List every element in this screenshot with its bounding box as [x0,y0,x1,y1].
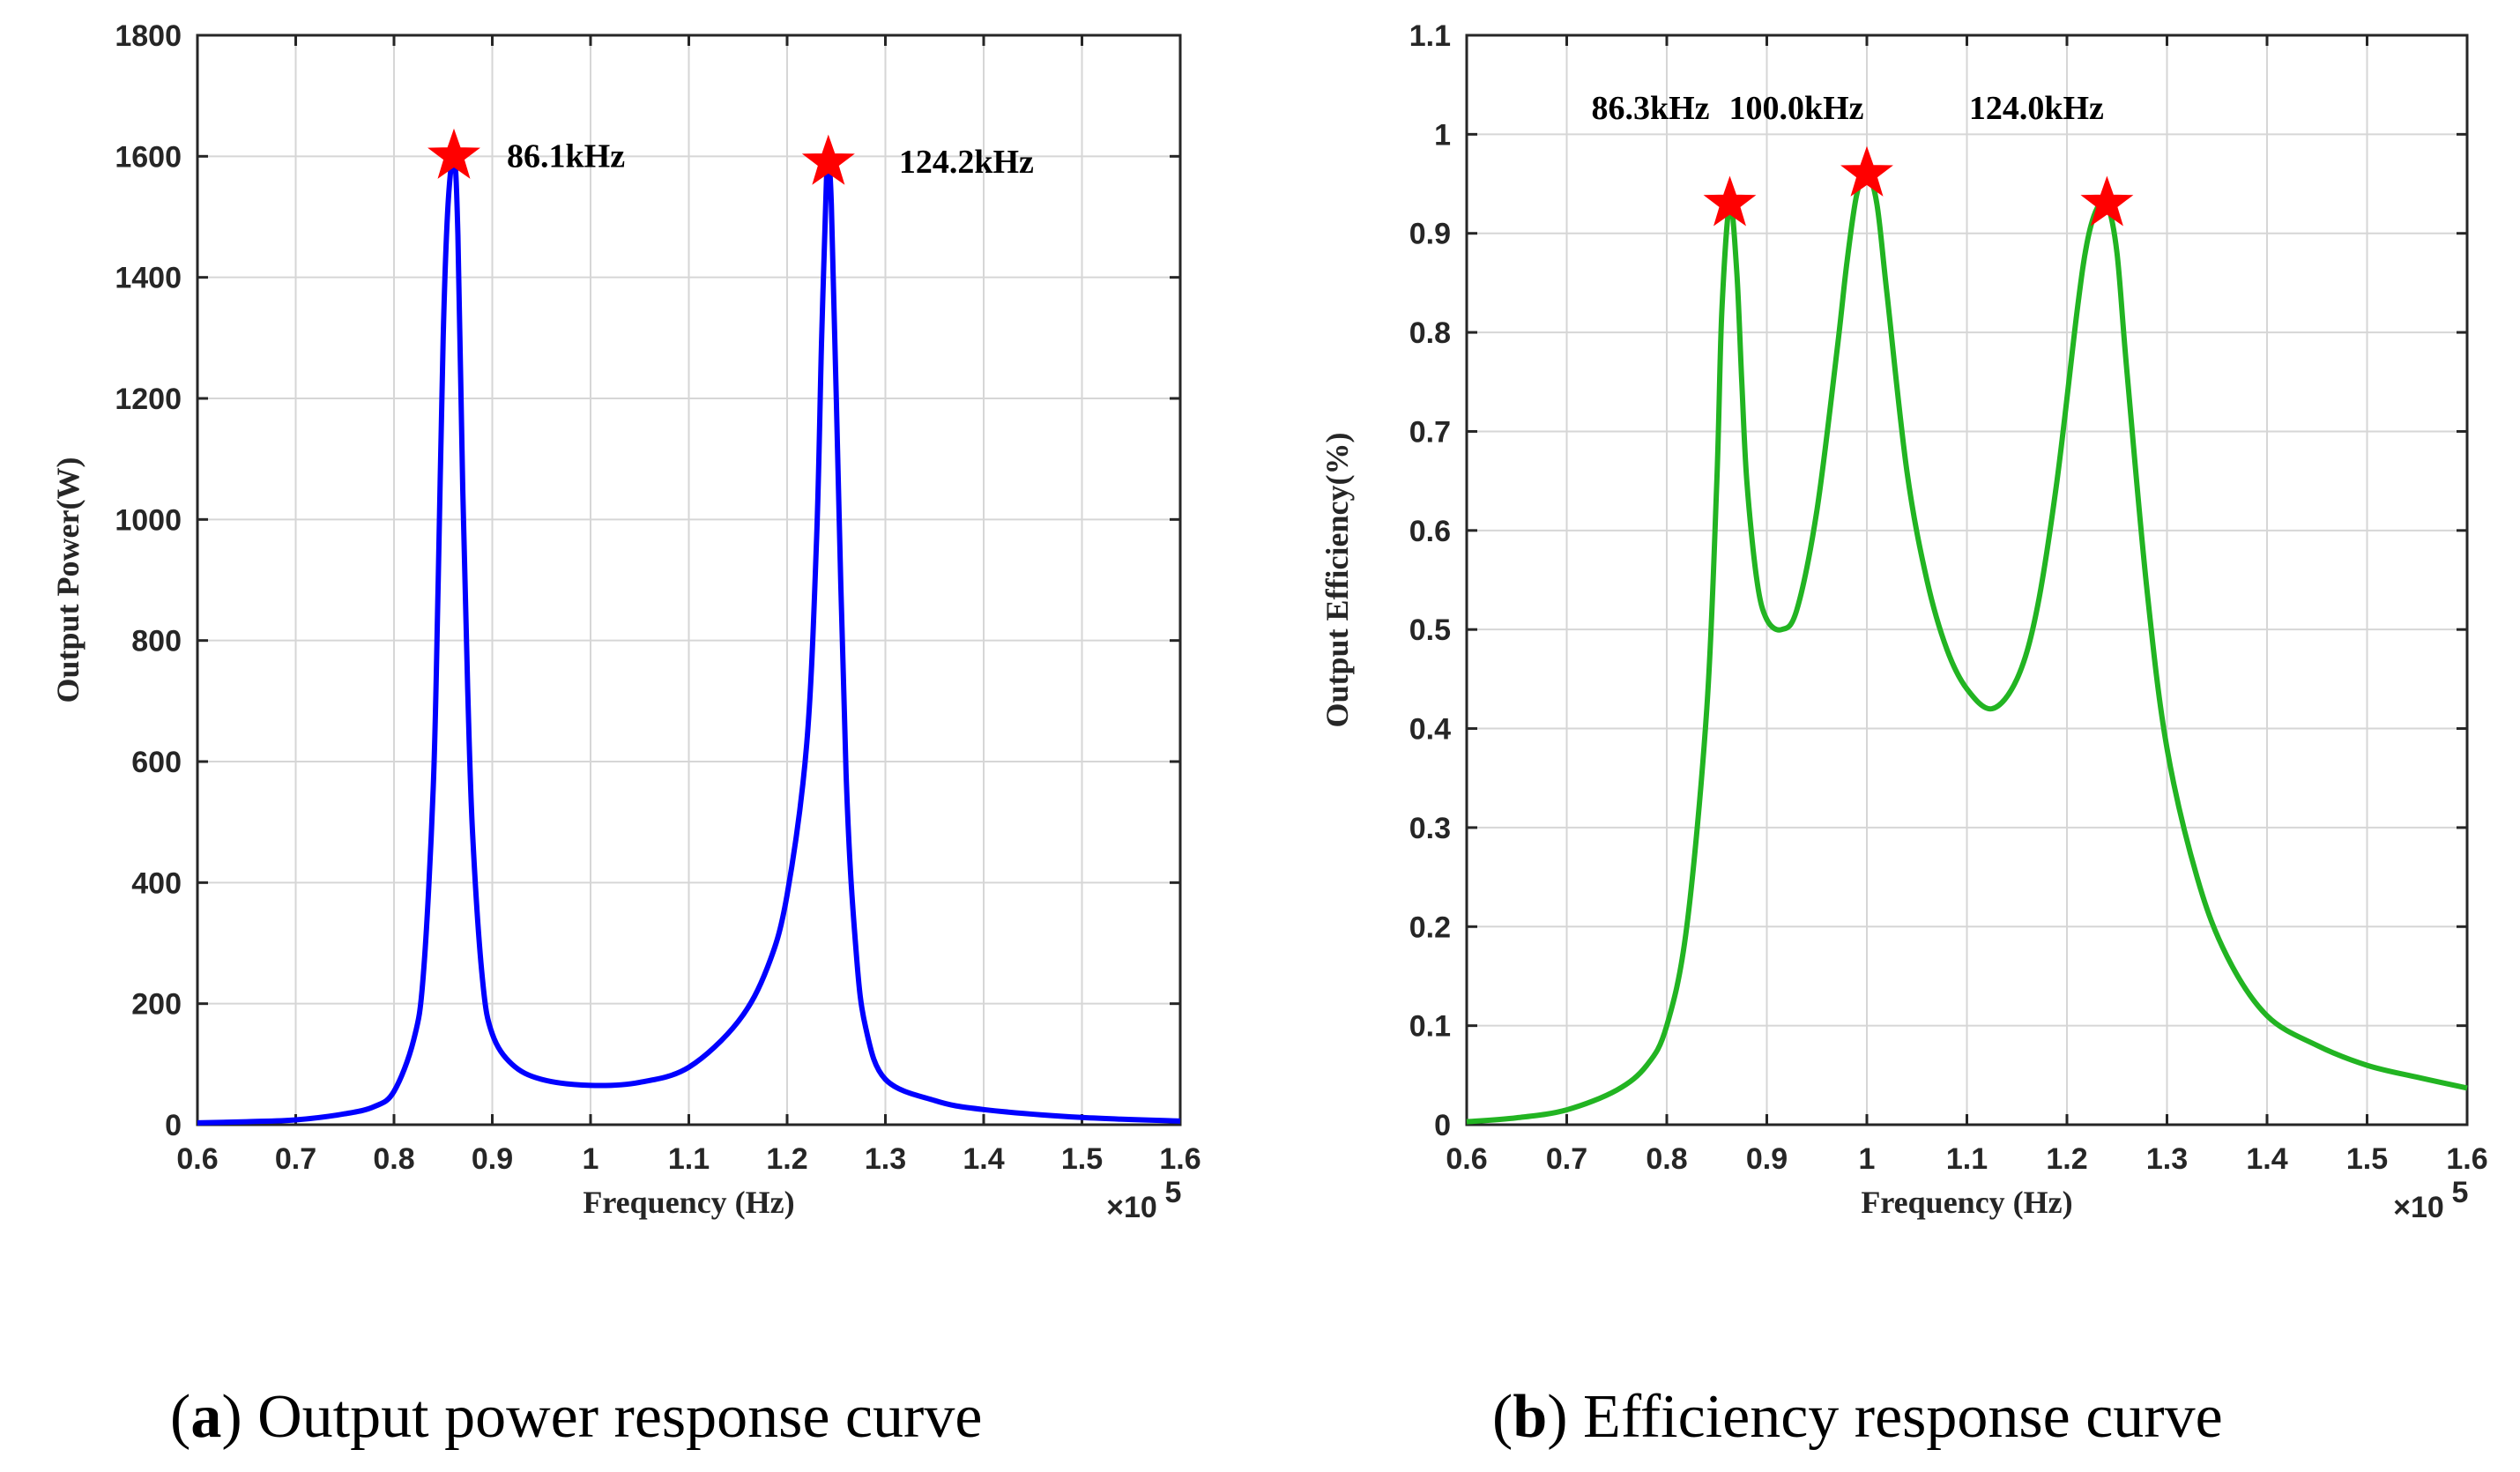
x-axis-label: Frequency (Hz) [583,1185,794,1220]
y-axis-label: Output Efficiency(%) [1319,433,1355,728]
y-tick-label: 0 [1434,1109,1451,1142]
x-tick-label: 0.6 [1446,1142,1487,1176]
x-tick-label: 1.1 [668,1142,710,1176]
x-tick-label: 0.6 [176,1142,218,1176]
y-tick-label: 0.8 [1409,316,1451,350]
y-tick-label: 1 [1434,118,1451,152]
y-tick-label: 0.6 [1409,515,1451,548]
peak-label: 124.2kHz [899,144,1034,181]
x-multiplier-label: ×10 [2393,1191,2444,1224]
y-tick-label: 600 [131,746,182,779]
y-tick-label: 1400 [115,262,182,295]
x-tick-label: 0.9 [472,1142,513,1176]
x-tick-label: 1.2 [766,1142,807,1176]
x-multiplier-exponent: 5 [2452,1176,2469,1209]
x-tick-label: 0.8 [1646,1142,1687,1176]
x-tick-label: 0.7 [1546,1142,1587,1176]
x-tick-label: 0.8 [373,1142,414,1176]
x-multiplier-label: ×10 [1106,1191,1157,1224]
x-tick-label: 1 [583,1142,599,1176]
y-tick-label: 0.3 [1409,812,1451,845]
peak-label: 100.0kHz [1728,90,1863,127]
y-tick-label: 800 [131,625,182,658]
x-tick-label: 1.4 [963,1142,1004,1176]
caption-text: ) Efficiency response curve [1547,1383,2222,1451]
x-tick-label: 1.5 [1061,1142,1103,1176]
caption-text: ) Output power response curve [221,1383,982,1451]
x-tick-label: 1 [1859,1142,1876,1176]
y-tick-label: 0.2 [1409,911,1451,944]
x-multiplier-exponent: 5 [1165,1176,1182,1209]
caption-open-paren: ( [170,1383,190,1451]
x-tick-label: 1.6 [1159,1142,1201,1176]
series-line [197,152,1181,1126]
x-tick-label: 1.2 [2046,1142,2087,1176]
x-tick-label: 0.9 [1746,1142,1788,1176]
y-tick-label: 1.1 [1409,19,1451,53]
y-axis-label: Output Power(W) [50,457,85,703]
y-tick-label: 0.1 [1409,1010,1451,1044]
x-tick-label: 1.4 [2246,1142,2287,1176]
caption-letter: b [1513,1383,1547,1451]
y-tick-label: 0.4 [1409,713,1451,747]
chart-a: 0.6 0.7 0.8 0.9 1 1.1 1.2 1.3 1.4 1.5 1.6 0 200 400 60… [50,19,1201,1451]
panel-caption: (a) Output power response curve [170,1383,982,1451]
y-tick-label: 400 [131,866,182,900]
peak-label: 86.1kHz [507,138,625,175]
x-tick-label: 1.3 [2146,1142,2188,1176]
y-tick-label: 1200 [115,383,182,416]
x-tick-label: 1.5 [2346,1142,2388,1176]
y-tick-label: 0.5 [1409,613,1451,647]
panel-caption: (b) Efficiency response curve [1492,1383,2223,1451]
peak-label: 86.3kHz [1591,90,1709,127]
peak-star-marker [801,134,855,185]
series-line [1466,171,2468,1125]
peak-star-marker [2080,175,2134,227]
x-tick-label: 1.6 [2446,1142,2487,1176]
y-tick-label: 1800 [115,19,182,53]
caption-open-paren: ( [1492,1383,1513,1451]
y-tick-label: 1000 [115,503,182,537]
chart-b: 0.6 0.7 0.8 0.9 1 1.1 1.2 1.3 1.4 1.5 1.6 0 0.1 0.2 0.… [1319,19,2488,1451]
x-axis-label: Frequency (Hz) [1861,1185,2072,1220]
peak-star-marker [1703,175,1757,227]
y-tick-label: 0 [165,1109,182,1142]
x-tick-label: 1.3 [865,1142,906,1176]
x-tick-label: 0.7 [275,1142,316,1176]
peak-label: 124.0kHz [1969,90,2104,127]
plot-frame [1465,33,2469,1126]
peak-star-marker [427,128,480,179]
peak-star-marker [1840,145,1893,197]
caption-letter: a [190,1383,221,1451]
y-tick-label: 200 [131,988,182,1022]
y-tick-label: 1600 [115,140,182,174]
x-tick-label: 1.1 [1946,1142,1988,1176]
y-tick-label: 0.7 [1409,415,1451,449]
y-tick-label: 0.9 [1409,218,1451,251]
plot-frame [196,33,1182,1126]
